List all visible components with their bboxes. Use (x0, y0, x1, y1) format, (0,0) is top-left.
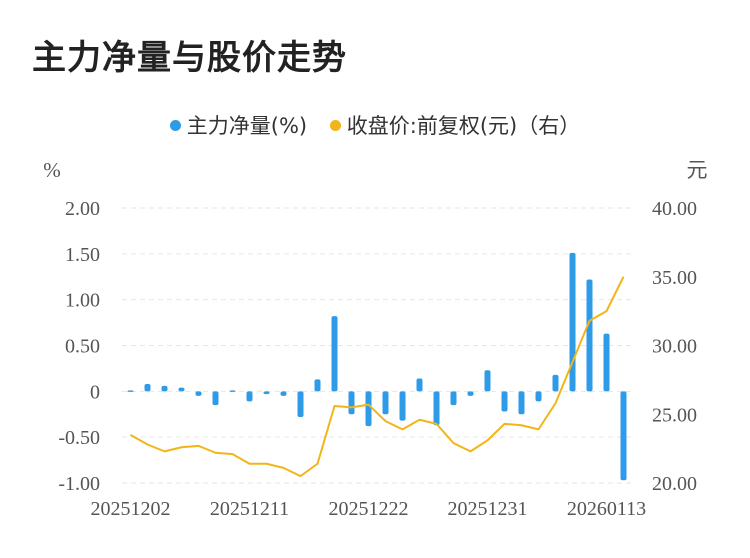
bar[interactable] (382, 391, 389, 415)
right-tick-label: 40.00 (652, 198, 697, 220)
bar[interactable] (297, 391, 304, 417)
bar[interactable] (450, 391, 457, 406)
left-tick-label: 2.00 (65, 198, 100, 220)
left-axis-unit: % (43, 158, 61, 182)
bar[interactable] (144, 384, 151, 392)
right-tick-label: 20.00 (652, 473, 697, 495)
price-line[interactable] (130, 276, 625, 478)
legend-item-bar[interactable]: 主力净量(%) (169, 110, 308, 140)
bar[interactable] (433, 391, 440, 426)
left-tick-label: -0.50 (58, 427, 100, 449)
bar[interactable] (399, 391, 406, 421)
bar[interactable] (501, 391, 508, 412)
bar[interactable] (467, 391, 474, 396)
bar[interactable] (229, 390, 236, 392)
bar[interactable] (348, 391, 355, 415)
bar[interactable] (314, 379, 321, 392)
left-tick-label: 0 (90, 381, 100, 403)
right-tick-label: 35.00 (652, 267, 697, 289)
chart-title: 主力净量与股价走势 (32, 38, 347, 78)
right-axis-unit: 元 (687, 158, 708, 182)
bar[interactable] (178, 387, 185, 392)
bar[interactable] (263, 391, 270, 395)
legend-bar-marker (169, 119, 181, 131)
left-tick-label: 1.50 (65, 244, 100, 266)
bar[interactable] (212, 391, 219, 406)
bar[interactable] (569, 252, 576, 392)
bar[interactable] (484, 370, 491, 392)
bar[interactable] (161, 385, 168, 392)
right-tick-label: 25.00 (652, 404, 697, 426)
bar[interactable] (416, 378, 423, 392)
bar[interactable] (331, 316, 338, 392)
bar[interactable] (552, 374, 559, 392)
bar[interactable] (246, 391, 253, 402)
x-tick-label: 20251211 (210, 498, 289, 520)
left-tick-label: -1.00 (58, 473, 100, 495)
x-tick-label: 20251202 (91, 498, 171, 520)
x-tick-label: 20251222 (329, 498, 409, 520)
bar[interactable] (280, 391, 287, 396)
left-tick-label: 1.00 (65, 290, 100, 312)
bar[interactable] (586, 279, 593, 392)
legend: 主力净量(%) 收盘价:前复权(元)（右） (0, 110, 750, 140)
bar[interactable] (535, 391, 542, 402)
legend-line-marker (329, 119, 341, 131)
bar[interactable] (518, 391, 525, 415)
bar[interactable] (365, 391, 372, 427)
bar[interactable] (195, 391, 202, 396)
bar[interactable] (127, 390, 134, 392)
right-tick-label: 30.00 (652, 336, 697, 358)
bar[interactable] (620, 391, 627, 481)
bar[interactable] (603, 333, 610, 392)
legend-line-label: 收盘价:前复权(元)（右） (346, 114, 581, 138)
x-tick-label: 20260113 (567, 498, 646, 520)
legend-bar-label: 主力净量(%) (186, 114, 308, 138)
left-tick-label: 0.50 (65, 336, 100, 358)
legend-item-line[interactable]: 收盘价:前复权(元)（右） (329, 110, 581, 140)
x-tick-label: 20251231 (448, 498, 528, 520)
